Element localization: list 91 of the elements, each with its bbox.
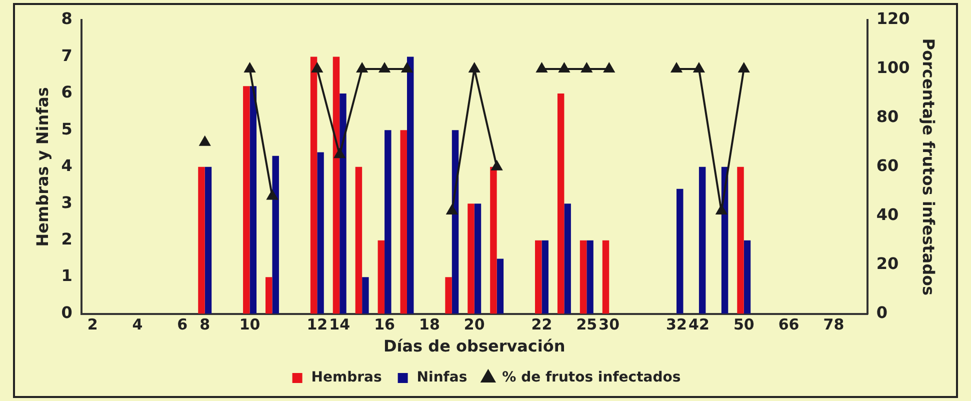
bar <box>468 204 474 314</box>
bar <box>676 188 684 314</box>
x-tick-label: 22 <box>531 316 552 334</box>
y-tick-label: 3 <box>61 192 72 212</box>
y-tick-label: 5 <box>61 119 72 138</box>
bar <box>340 93 346 314</box>
bar <box>564 204 571 314</box>
point <box>694 62 704 72</box>
x-tick-label: 42 <box>688 316 710 334</box>
y-tick-label: 7 <box>61 46 72 65</box>
point <box>356 62 368 72</box>
y-tick-label: 0 <box>61 302 72 322</box>
bar <box>378 240 385 314</box>
y2-axis-title: Porcentaje frutos infestados <box>919 38 938 296</box>
bar <box>474 204 482 314</box>
point <box>402 62 412 72</box>
point <box>671 62 682 72</box>
y2-tick-label: 60 <box>876 156 899 176</box>
y2-tick-label: 80 <box>876 107 899 126</box>
point <box>581 62 592 72</box>
bar <box>362 277 369 314</box>
x-tick-label: 32 <box>666 316 687 334</box>
bar <box>266 277 272 314</box>
bar <box>557 93 564 314</box>
legend-label: % de frutos infectados <box>502 370 681 386</box>
y-tick-label: 2 <box>61 230 72 249</box>
bar <box>198 166 205 314</box>
x-tick-label: 66 <box>778 316 800 334</box>
bar <box>406 56 414 314</box>
x-tick-label: 14 <box>329 316 350 334</box>
bar <box>204 166 212 314</box>
bar <box>250 86 257 314</box>
x-tick-label: 12 <box>306 316 328 334</box>
point <box>266 190 278 200</box>
x-tick-label: 4 <box>132 316 143 334</box>
bar <box>602 240 610 314</box>
x-tick-label: 30 <box>598 316 620 334</box>
y-tick-label: 1 <box>61 266 72 286</box>
x-axis-title: Días de observación <box>383 336 566 356</box>
bar <box>310 56 318 314</box>
bar <box>272 156 279 314</box>
bar <box>737 166 744 314</box>
y-tick-label: 4 <box>61 156 72 176</box>
bar <box>535 240 542 314</box>
y2-tick-label: 100 <box>876 58 910 78</box>
point <box>244 62 256 72</box>
bar <box>384 130 392 314</box>
bar <box>580 240 587 314</box>
bar <box>243 86 250 314</box>
x-tick-label: 78 <box>823 316 844 334</box>
x-tick-label: 10 <box>239 316 260 334</box>
point <box>446 204 458 214</box>
point <box>558 62 570 72</box>
point <box>716 204 727 214</box>
bar <box>698 166 706 314</box>
y2-tick-label: 120 <box>876 9 910 28</box>
y-axis-title: Hembras y Ninfas <box>32 87 52 247</box>
bar <box>332 56 340 314</box>
y2-tick-label: 40 <box>876 205 899 224</box>
point <box>312 62 322 72</box>
x-tick-label: 18 <box>419 316 440 334</box>
bar <box>744 240 751 314</box>
bar <box>490 166 497 314</box>
point <box>334 148 345 158</box>
x-tick-label: 6 <box>177 316 188 334</box>
x-tick-label: 16 <box>374 316 395 334</box>
bar <box>586 240 594 314</box>
legend-label: Hembras <box>311 370 382 386</box>
bar <box>317 152 324 314</box>
x-tick-label: 25 <box>576 316 598 334</box>
x-tick-label: 2 <box>87 316 98 334</box>
y-tick-label: 6 <box>61 82 72 102</box>
x-tick-label: 8 <box>200 316 210 334</box>
point <box>604 62 614 72</box>
x-tick-label: 20 <box>464 316 485 334</box>
bar <box>496 258 504 314</box>
y2-tick-label: 0 <box>876 302 888 322</box>
point <box>200 136 210 146</box>
y-tick-label: 8 <box>61 9 72 28</box>
point <box>469 62 480 72</box>
x-tick-label: 50 <box>733 316 754 334</box>
bar <box>542 240 548 314</box>
bar <box>355 166 362 314</box>
point <box>536 62 548 72</box>
bar <box>400 130 407 314</box>
point <box>738 62 750 72</box>
point <box>491 160 502 170</box>
legend-label: Ninfas <box>416 370 468 386</box>
y2-tick-label: 20 <box>876 254 899 273</box>
bar <box>445 277 452 314</box>
point <box>379 62 390 72</box>
